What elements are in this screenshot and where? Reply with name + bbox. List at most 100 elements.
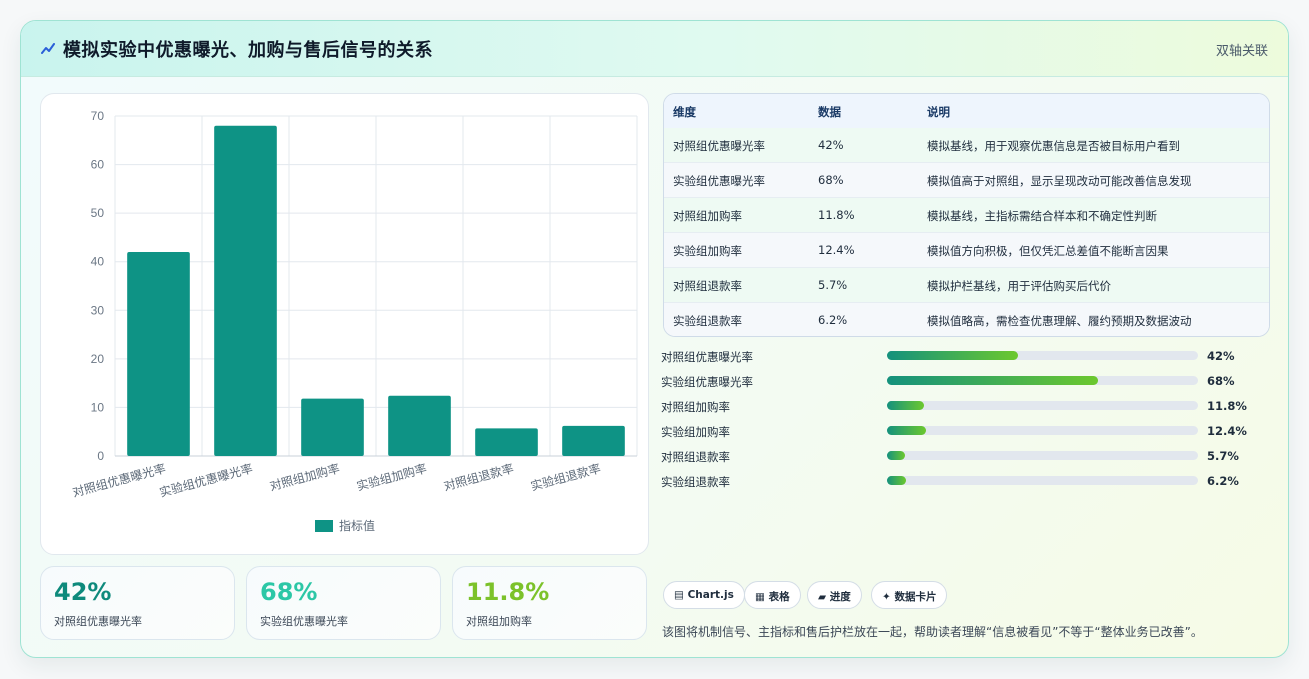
progress-fill bbox=[887, 476, 907, 485]
legend-swatch bbox=[315, 520, 333, 532]
stat-value: 42% bbox=[54, 578, 112, 606]
chip-label: 数据卡片 bbox=[894, 591, 937, 603]
progress-fill bbox=[887, 426, 926, 435]
sparkle-icon: ✦ bbox=[882, 591, 891, 603]
legend-label: 指标值 bbox=[339, 518, 375, 533]
progress-value: 5.7% bbox=[1207, 449, 1239, 463]
stat-card: 68% 实验组优惠曝光率 bbox=[246, 566, 441, 640]
data-table: 维度 数据 说明 对照组优惠曝光率 42% 模拟基线，用于观察优惠信息是否被目标… bbox=[663, 93, 1270, 337]
bar-chart-panel: 0 10 20 30 40 50 60 70 对照组优惠曝光率 实验组优惠曝光率 对照组加购率 实验组… bbox=[40, 93, 649, 555]
page-title: 模拟实验中优惠曝光、加购与售后信号的关系 bbox=[63, 40, 433, 61]
bar bbox=[301, 398, 364, 456]
y-tick-label: 60 bbox=[91, 158, 105, 172]
table-cell: 实验组优惠曝光率 bbox=[673, 174, 765, 188]
table-row: 对照组加购率 11.8% 模拟基线，主指标需结合样本和不确定性判断 bbox=[664, 198, 1269, 233]
stat-label: 对照组加购率 bbox=[466, 615, 532, 628]
chip-chartjs[interactable]: ▤ Chart.js bbox=[663, 581, 745, 609]
y-tick-label: 40 bbox=[91, 255, 105, 269]
table-cell: 实验组退款率 bbox=[673, 314, 742, 328]
progress-label: 对照组退款率 bbox=[661, 450, 730, 464]
y-tick-label: 70 bbox=[91, 109, 105, 123]
progress-label: 实验组退款率 bbox=[661, 475, 730, 489]
stat-card: 11.8% 对照组加购率 bbox=[452, 566, 647, 640]
progress-icon: ▰ bbox=[818, 591, 827, 603]
progress-fill bbox=[887, 401, 924, 410]
y-tick-label: 20 bbox=[91, 352, 105, 366]
table-icon: ▦ bbox=[755, 591, 765, 603]
table-row: 对照组退款率 5.7% 模拟护栏基线，用于评估购买后代价 bbox=[664, 268, 1269, 303]
progress-track bbox=[887, 376, 1198, 385]
x-tick-label: 对照组退款率 bbox=[442, 460, 515, 493]
chip-label: 表格 bbox=[768, 591, 790, 603]
x-tick-label: 对照组优惠曝光率 bbox=[71, 460, 168, 499]
table-cell: 模拟基线，用于观察优惠信息是否被目标用户看到 bbox=[927, 139, 1180, 153]
header-tag: 双轴关联 bbox=[1215, 44, 1268, 59]
progress-value: 68% bbox=[1207, 374, 1235, 388]
footnote: 该图将机制信号、主指标和售后护栏放在一起，帮助读者理解“信息被看见”不等于“整体… bbox=[662, 625, 1203, 639]
y-tick-label: 30 bbox=[91, 303, 105, 317]
table-cell: 12.4% bbox=[818, 243, 855, 257]
progress-track bbox=[887, 476, 1198, 485]
table-cell: 实验组加购率 bbox=[673, 244, 742, 258]
chip-label: 进度 bbox=[829, 591, 851, 603]
table-cell: 6.2% bbox=[818, 313, 848, 327]
x-tick-label: 实验组退款率 bbox=[529, 460, 602, 493]
main-card: 模拟实验中优惠曝光、加购与售后信号的关系 双轴关联 0 10 20 30 40 50 60 7… bbox=[20, 20, 1289, 658]
table-cell: 5.7% bbox=[818, 278, 848, 292]
progress-value: 11.8% bbox=[1207, 399, 1247, 413]
bar bbox=[562, 425, 625, 456]
x-tick-label: 实验组优惠曝光率 bbox=[158, 460, 255, 499]
chip-progress[interactable]: ▰ 进度 bbox=[807, 581, 862, 609]
stat-value: 11.8% bbox=[466, 578, 550, 606]
progress-track bbox=[887, 401, 1198, 410]
table-row: 实验组加购率 12.4% 模拟值方向积极，但仅凭汇总差值不能断言因果 bbox=[664, 233, 1269, 268]
table-cell: 模拟值高于对照组，显示呈现改动可能改善信息发现 bbox=[927, 174, 1192, 188]
trend-icon bbox=[41, 43, 55, 54]
progress-value: 42% bbox=[1207, 349, 1235, 363]
table-cell: 模拟基线，主指标需结合样本和不确定性判断 bbox=[927, 209, 1157, 223]
progress-label: 实验组加购率 bbox=[661, 425, 730, 439]
progress-label: 实验组优惠曝光率 bbox=[661, 375, 753, 389]
chip-data-card[interactable]: ✦ 数据卡片 bbox=[871, 581, 948, 609]
bar bbox=[475, 428, 538, 456]
table-cell: 11.8% bbox=[818, 208, 855, 222]
table-cell: 42% bbox=[818, 138, 844, 152]
progress-track bbox=[887, 351, 1198, 360]
progress-fill bbox=[887, 451, 905, 460]
table-cell: 68% bbox=[818, 173, 844, 187]
stat-label: 对照组优惠曝光率 bbox=[54, 615, 142, 628]
stat-label: 实验组优惠曝光率 bbox=[260, 615, 348, 628]
y-tick-label: 0 bbox=[97, 449, 104, 463]
table-cell: 模拟值方向积极，但仅凭汇总差值不能断言因果 bbox=[927, 244, 1169, 258]
progress-label: 对照组优惠曝光率 bbox=[661, 350, 753, 364]
x-tick-label: 对照组加购率 bbox=[268, 460, 341, 493]
stat-card: 42% 对照组优惠曝光率 bbox=[40, 566, 235, 640]
table-header-cell: 数据 bbox=[818, 105, 841, 119]
y-tick-label: 10 bbox=[91, 400, 105, 414]
progress-track bbox=[887, 426, 1198, 435]
table-row: 对照组优惠曝光率 42% 模拟基线，用于观察优惠信息是否被目标用户看到 bbox=[664, 128, 1269, 163]
table-header-row: 维度 数据 说明 bbox=[664, 94, 1269, 129]
table-row: 实验组退款率 6.2% 模拟值略高，需检查优惠理解、履约预期及数据波动 bbox=[664, 303, 1269, 336]
y-tick-label: 50 bbox=[91, 206, 105, 220]
chart-icon: ▤ bbox=[674, 589, 684, 601]
bar bbox=[388, 395, 451, 456]
x-tick-label: 实验组加购率 bbox=[355, 460, 428, 493]
progress-fill bbox=[887, 351, 1018, 360]
card-header: 模拟实验中优惠曝光、加购与售后信号的关系 双轴关联 bbox=[21, 21, 1288, 77]
table-cell: 对照组加购率 bbox=[673, 209, 742, 223]
bar bbox=[127, 252, 190, 456]
table-cell: 对照组优惠曝光率 bbox=[673, 139, 765, 153]
bar bbox=[214, 125, 277, 456]
progress-value: 6.2% bbox=[1207, 474, 1239, 488]
chip-table[interactable]: ▦ 表格 bbox=[744, 581, 801, 609]
table-cell: 模拟值略高，需检查优惠理解、履约预期及数据波动 bbox=[927, 314, 1192, 328]
table-cell: 模拟护栏基线，用于评估购买后代价 bbox=[927, 279, 1111, 293]
table-header-cell: 说明 bbox=[927, 105, 950, 119]
table-header-cell: 维度 bbox=[673, 105, 696, 119]
stat-value: 68% bbox=[260, 578, 318, 606]
table-row: 实验组优惠曝光率 68% 模拟值高于对照组，显示呈现改动可能改善信息发现 bbox=[664, 163, 1269, 198]
progress-value: 12.4% bbox=[1207, 424, 1247, 438]
chip-label: Chart.js bbox=[687, 589, 734, 601]
